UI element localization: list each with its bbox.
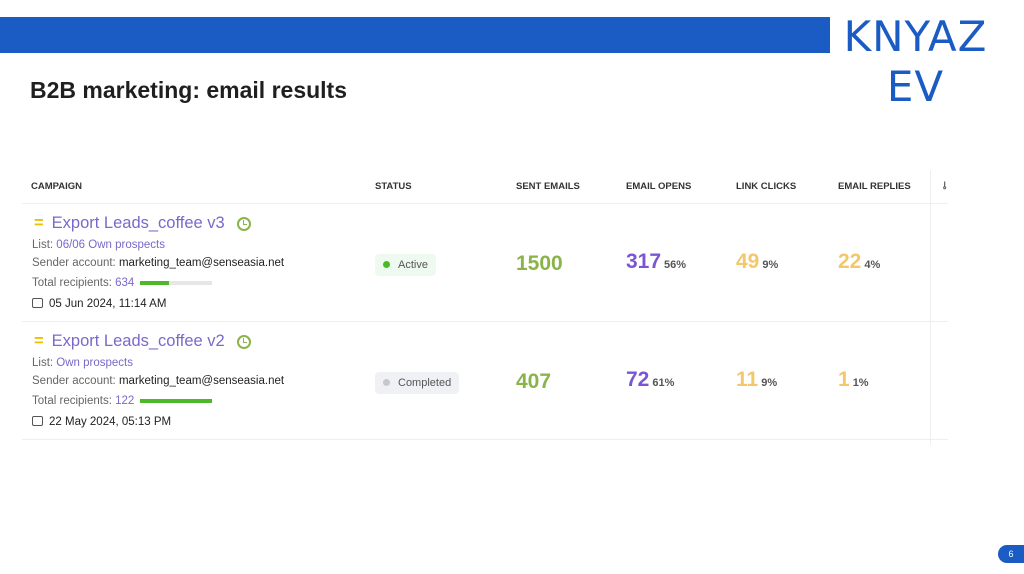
email-opens: 72 61% [626, 368, 675, 391]
slide-title: B2B marketing: email results [30, 77, 348, 103]
email-opens: 317 56% [626, 250, 687, 273]
clock-icon [236, 216, 251, 231]
page-number: 6 [998, 545, 1024, 563]
link-clicks: 49 9% [736, 250, 779, 273]
col-sent[interactable]: SENT EMAILS [516, 181, 580, 192]
col-replies[interactable]: EMAIL REPLIES [838, 181, 911, 192]
col-opens[interactable]: EMAIL OPENS [626, 181, 692, 192]
campaign-date: 22 May 2024, 05:13 PM [32, 416, 171, 428]
sent-emails: 407 [516, 370, 552, 393]
campaign-date: 05 Jun 2024, 11:14 AM [32, 298, 166, 310]
link-clicks: 11 9% [736, 368, 778, 391]
divider [930, 170, 931, 445]
logo: KNYAZ EV [843, 12, 988, 111]
col-clicks[interactable]: LINK CLICKS [736, 181, 797, 192]
calendar-icon [32, 298, 43, 308]
col-status[interactable]: STATUS [375, 181, 412, 192]
recipients-info: Total recipients: 122 [32, 395, 213, 407]
clock-icon [236, 334, 251, 349]
list-info: List: Own prospects [32, 357, 133, 369]
email-replies: 1 1% [838, 368, 869, 391]
campaign-name[interactable]: = Export Leads_coffee v3 [34, 214, 251, 233]
campaign-name[interactable]: = Export Leads_coffee v2 [34, 332, 251, 351]
drag-handle-icon[interactable]: = [34, 214, 44, 232]
email-replies: 22 4% [838, 250, 881, 273]
calendar-icon [32, 416, 43, 426]
sender-info: Sender account: marketing_team@senseasia… [32, 257, 285, 269]
column-settings-icon[interactable]: ⊸ [938, 181, 950, 190]
table-row: = Export Leads_coffee v2 List: Own prospe… [22, 322, 948, 440]
col-campaign[interactable]: CAMPAIGN [31, 181, 83, 192]
campaign-table: CAMPAIGN STATUS SENT EMAILS EMAIL OPENS … [22, 170, 950, 445]
recipients-progress [140, 280, 213, 285]
recipients-progress [140, 398, 213, 403]
status-badge: Completed [375, 372, 460, 394]
sent-emails: 1500 [516, 252, 563, 275]
drag-handle-icon[interactable]: = [34, 332, 44, 350]
table-header: CAMPAIGN STATUS SENT EMAILS EMAIL OPENS … [22, 170, 950, 204]
header-bar [0, 17, 830, 53]
sender-info: Sender account: marketing_team@senseasia… [32, 375, 285, 387]
table-row: = Export Leads_coffee v3 List: 06/06 Own … [22, 204, 948, 322]
status-badge: Active [375, 254, 436, 276]
status-dot-icon [383, 261, 390, 268]
list-info: List: 06/06 Own prospects [32, 239, 165, 251]
status-dot-icon [383, 379, 390, 386]
recipients-info: Total recipients: 634 [32, 277, 213, 289]
